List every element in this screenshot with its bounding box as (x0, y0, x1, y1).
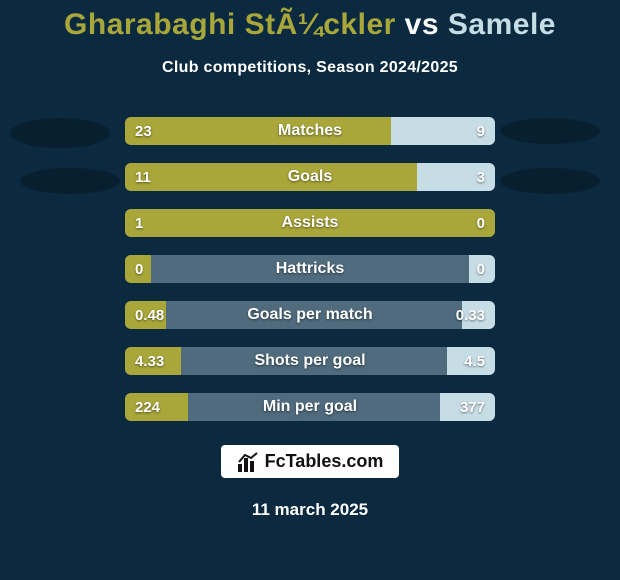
stat-label: Goals (125, 163, 495, 191)
stat-row: 113Goals (125, 163, 495, 191)
stat-row: 239Matches (125, 117, 495, 145)
avatar-shadow (500, 168, 600, 194)
branding-badge: FcTables.com (221, 445, 400, 478)
page-title: Gharabaghi StÃ¼ckler vs Samele (0, 0, 620, 41)
stat-bars: 239Matches 113Goals 10Assists 00Hattricks 0.… (125, 117, 495, 421)
avatar-shadow (20, 168, 120, 194)
date-text: 11 march 2025 (0, 500, 620, 520)
stat-label: Hattricks (125, 255, 495, 283)
stat-row: 10Assists (125, 209, 495, 237)
stat-row: 224377Min per goal (125, 393, 495, 421)
stat-row: 4.334.5Shots per goal (125, 347, 495, 375)
avatar-shadow (10, 118, 110, 148)
stat-label: Goals per match (125, 301, 495, 329)
stat-label: Assists (125, 209, 495, 237)
title-player1: Gharabaghi StÃ¼ckler (64, 8, 396, 41)
subtitle: Club competitions, Season 2024/2025 (0, 59, 620, 77)
title-vs: vs (405, 8, 439, 41)
avatar-shadow (500, 118, 600, 144)
stat-label: Min per goal (125, 393, 495, 421)
stat-label: Shots per goal (125, 347, 495, 375)
comparison-infographic: Gharabaghi StÃ¼ckler vs Samele Club comp… (0, 0, 620, 580)
bars-icon (237, 452, 259, 472)
stat-label: Matches (125, 117, 495, 145)
branding-text: FcTables.com (265, 451, 384, 472)
title-player2: Samele (448, 8, 556, 41)
stat-row: 00Hattricks (125, 255, 495, 283)
stat-row: 0.480.33Goals per match (125, 301, 495, 329)
